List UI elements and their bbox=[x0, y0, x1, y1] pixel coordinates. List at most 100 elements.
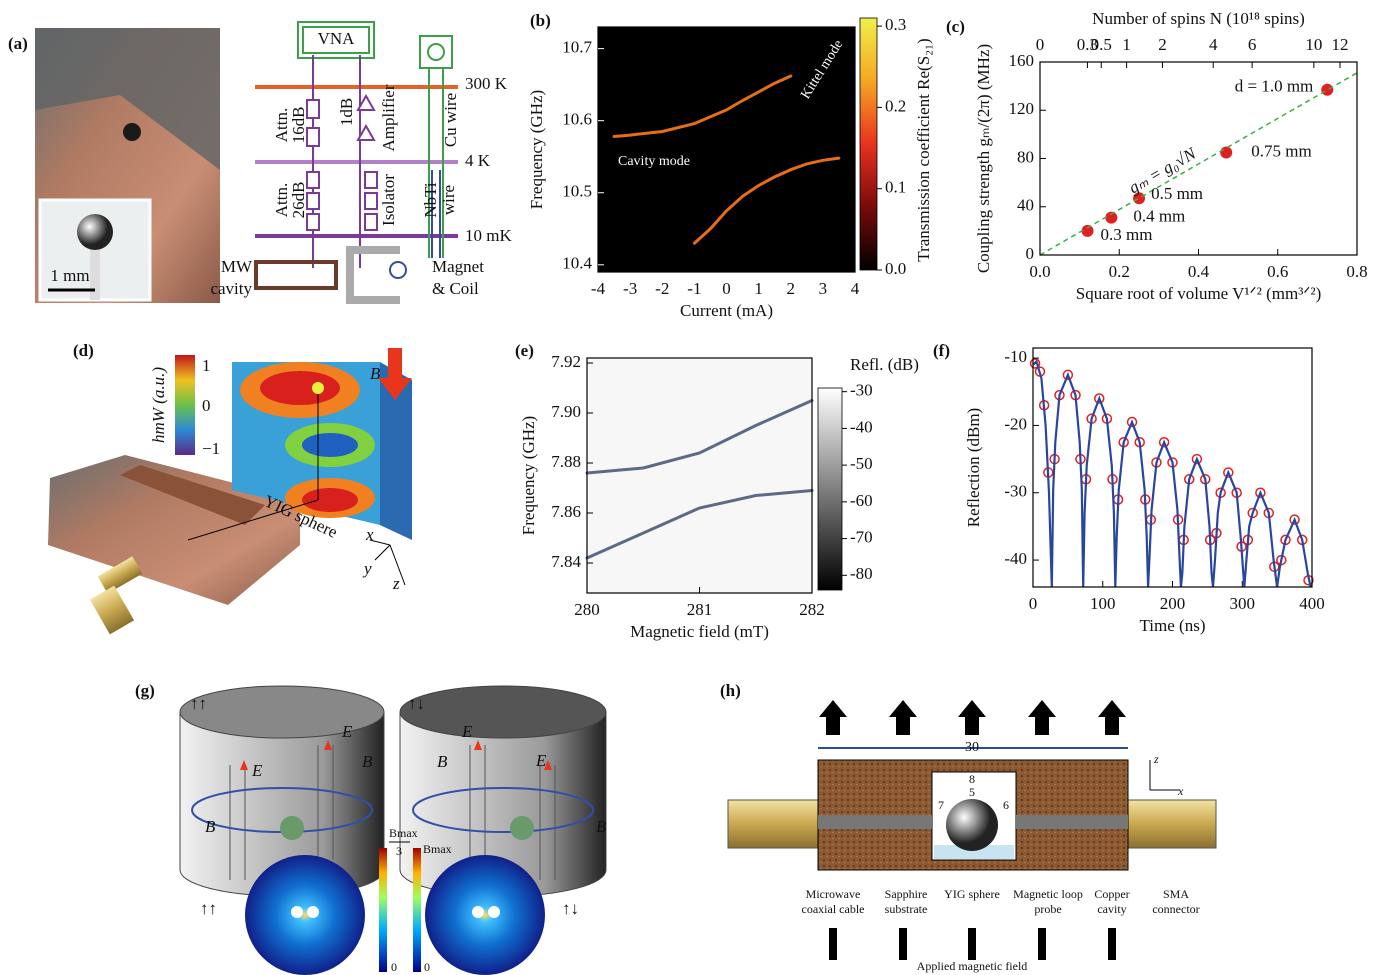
data-point bbox=[1321, 83, 1334, 96]
colorbar bbox=[859, 17, 878, 271]
panel-h-drawing-path bbox=[1149, 760, 1180, 791]
colorbar-tick-label: 0.3 bbox=[885, 15, 906, 34]
panel-d-drawing-line bbox=[187, 499, 319, 541]
panel-a-circuit-text: cavity bbox=[210, 279, 252, 298]
panel-g-drawing-circle bbox=[245, 855, 365, 975]
panel-a-circuit-text: VNA bbox=[318, 29, 356, 48]
y-axis-label: Frequency (GHz) bbox=[527, 90, 546, 209]
panel-a-photo-text: 1 mm bbox=[50, 266, 89, 285]
panel-labels-text: (b) bbox=[530, 11, 551, 30]
y-axis-label: Coupling strength gₘ/(2π) (MHz) bbox=[974, 44, 993, 273]
x-tick-label: 0.2 bbox=[1109, 262, 1130, 281]
panel-h-drawing-text: Applied magnetic field bbox=[917, 959, 1028, 973]
panel-g-drawing-g-path bbox=[324, 740, 332, 750]
panel-g-drawing: ↑↑ ↑↓ ↑↑ ↑↓ E E E E B B B B Bmax 3 Bmax … bbox=[179, 685, 607, 975]
panel-g-drawing-circle bbox=[280, 816, 304, 840]
panel-a-circuit-text: wire bbox=[439, 185, 458, 215]
panel-g-drawing-path bbox=[469, 745, 556, 880]
panel-h-drawing-g-rect bbox=[968, 928, 976, 960]
heatmap-background bbox=[587, 358, 812, 593]
panel-a-circuit-g-rect bbox=[306, 127, 320, 147]
x2-tick-label: 0.3 bbox=[1077, 35, 1098, 54]
panel-g-drawing-text: E bbox=[341, 722, 353, 741]
panel-labels-text: (e) bbox=[515, 341, 534, 360]
panel-h-drawing-g-rect bbox=[829, 928, 837, 960]
panel-h-drawing-rect bbox=[818, 815, 933, 829]
panel-labels-text: (c) bbox=[946, 17, 965, 36]
y-tick-label: 120 bbox=[1009, 99, 1035, 118]
x2-tick-label: 0.5 bbox=[1091, 35, 1112, 54]
panel-h-drawing-g-text: Copper bbox=[1094, 887, 1129, 901]
panel-a-circuit-text: NbTi bbox=[421, 182, 440, 218]
panel-a-circuit-text: Cu wire bbox=[441, 93, 460, 147]
x2-tick-label: 0 bbox=[1036, 35, 1045, 54]
panel-d-drawing: hmW (a.u.) 1 0 −1 B YIG sphere x y z bbox=[48, 348, 412, 635]
x-tick-label: 300 bbox=[1230, 594, 1256, 613]
panel-h-drawing-text: z bbox=[1153, 752, 1159, 766]
y-tick-label: 10.4 bbox=[562, 254, 592, 273]
y-tick-label: 7.84 bbox=[551, 552, 581, 571]
panel-d-drawing-path bbox=[120, 465, 265, 525]
fit-line bbox=[1039, 72, 1358, 256]
panel-a-photo: 1 mm bbox=[35, 28, 220, 303]
colorbar-tick-label: 0.2 bbox=[885, 96, 906, 115]
panel-g-drawing-g-path bbox=[544, 760, 552, 770]
panel-a-circuit-g-path bbox=[356, 123, 376, 141]
panel-g-drawing-circle bbox=[510, 816, 534, 840]
panel-d-drawing-path bbox=[378, 348, 412, 400]
panel-a-circuit-text: 26dB bbox=[289, 182, 308, 219]
y-tick-label: -20 bbox=[1004, 414, 1027, 433]
panel-a-photo-path bbox=[35, 28, 220, 170]
panel-g-drawing-text: 3 bbox=[396, 844, 402, 858]
colorbar-tick-label: -60 bbox=[850, 491, 873, 510]
panel-h-drawing-g-text: Sapphire bbox=[885, 887, 928, 901]
data-point bbox=[1062, 369, 1074, 381]
y-tick-label: 10.7 bbox=[562, 38, 592, 57]
data-point bbox=[1289, 514, 1300, 525]
panel-d-drawing-rect bbox=[175, 355, 195, 455]
x-tick-label: 0.8 bbox=[1346, 262, 1367, 281]
panel-g-drawing-g-path bbox=[240, 760, 248, 770]
y-tick-label: 160 bbox=[1009, 51, 1035, 70]
panel-g-drawing-rect bbox=[379, 848, 387, 972]
ridge bbox=[585, 489, 814, 560]
y-axis-label: Reflection (dBm) bbox=[964, 408, 983, 527]
colorbar-tick-label: 0.0 bbox=[885, 259, 906, 278]
panel-g-drawing-ellipse bbox=[399, 685, 607, 739]
panel-h-drawing-g-rect bbox=[1038, 928, 1046, 960]
panel-a-circuit-g-path bbox=[356, 93, 376, 111]
x-tick-label: -3 bbox=[623, 279, 637, 298]
panel-d-drawing-path bbox=[380, 362, 412, 540]
panel-g-drawing-text: ↑↑ bbox=[200, 899, 217, 918]
panel-d-drawing-text: 0 bbox=[202, 396, 211, 415]
panel-h-drawing-g-path bbox=[1098, 700, 1126, 735]
panel-a-circuit-path bbox=[428, 68, 444, 258]
x-tick-label: 1 bbox=[754, 279, 763, 298]
panel-h-drawing-g-text: cavity bbox=[1097, 902, 1126, 916]
panel-d-drawing-text: B bbox=[370, 364, 381, 383]
panel-a-circuit-g-rect bbox=[364, 213, 378, 231]
y-tick-label: 40 bbox=[1017, 196, 1034, 215]
panel-h-drawing-text: 7 bbox=[938, 798, 944, 812]
y-tick-label: 7.92 bbox=[551, 352, 581, 371]
colorbar-label: Transmission coefficient Re(S₂₁) bbox=[914, 38, 933, 261]
annotation: Cavity mode bbox=[618, 154, 690, 169]
panel-a-circuit-text: Attn. bbox=[272, 108, 291, 142]
panel-g-drawing-text: ↑↓ bbox=[562, 899, 579, 918]
colorbar bbox=[817, 387, 843, 591]
colorbar-tick-label: 0.1 bbox=[885, 178, 906, 197]
x-tick-label: 281 bbox=[687, 600, 713, 619]
y-tick-label: -30 bbox=[1004, 482, 1027, 501]
data-point bbox=[1220, 146, 1233, 159]
panel-g-drawing-text: E bbox=[251, 761, 263, 780]
panel-d-drawing-text: −1 bbox=[202, 439, 220, 458]
panel-g-drawing-text: E bbox=[535, 751, 547, 770]
x-axis-label: Square root of volume V¹ᐟ² (mm³ᐟ²) bbox=[1076, 284, 1322, 303]
heatmap-background bbox=[598, 27, 855, 272]
data-point bbox=[1223, 467, 1234, 478]
y-tick-label: 0 bbox=[1026, 244, 1035, 263]
y-tick-label: -40 bbox=[1004, 549, 1027, 568]
data-point bbox=[1247, 507, 1258, 519]
panel-a-circuit-g-rect bbox=[306, 192, 320, 210]
